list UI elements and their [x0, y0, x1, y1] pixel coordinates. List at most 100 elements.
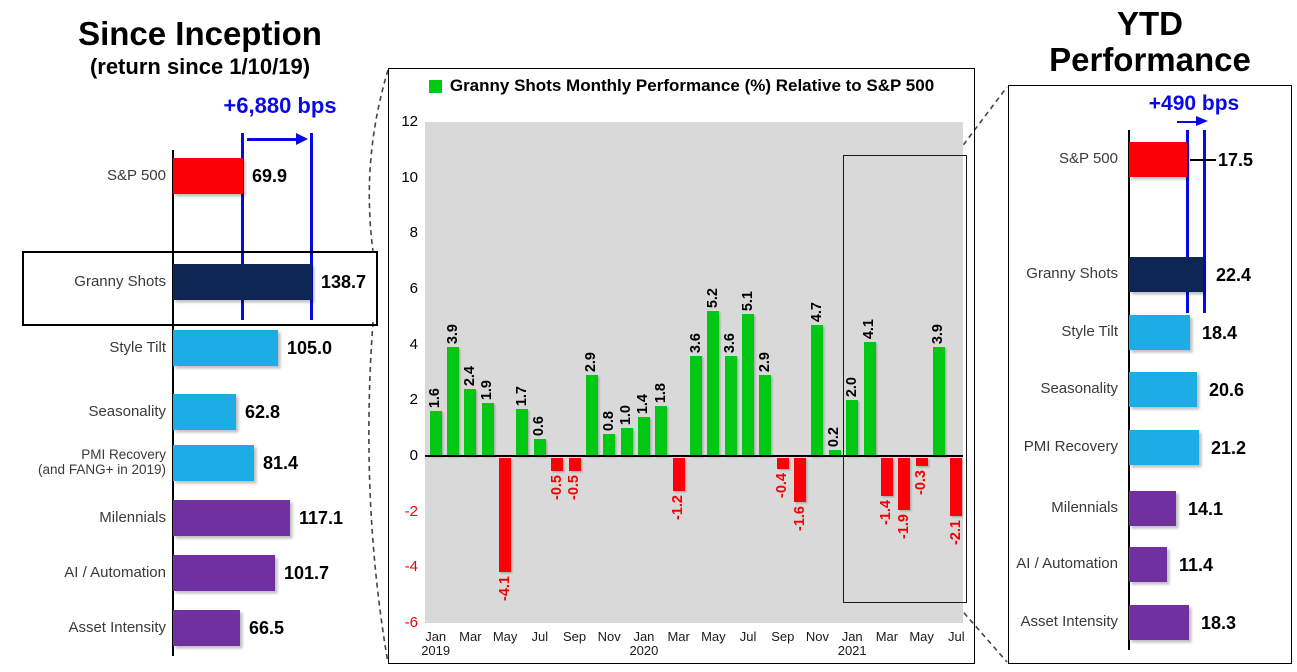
month-value-label-oct-2019: 2.9: [583, 352, 600, 373]
y-tick-8: 8: [409, 224, 418, 242]
ytd-bar-s-p-500: [1129, 142, 1187, 177]
x-tick-jul-2019: Jul: [531, 629, 549, 644]
month-bar-mar-2020: [672, 457, 685, 491]
value-label-pmi-recovery-and-fang-in-2019: 81.4: [263, 453, 299, 473]
ytd-title-line1: YTD: [1117, 5, 1183, 42]
ytd-bar-seasonality: [1129, 372, 1197, 407]
connector-left-top: [368, 69, 389, 252]
bar-ai-automation: [173, 555, 275, 591]
ytd-category-label-pmi-recovery: PMI Recovery: [1023, 438, 1118, 455]
x-tick-may-2019: May: [492, 629, 518, 644]
month-bar-jul-2020: [742, 314, 755, 456]
since-inception-spread-label: +6,880 bps: [223, 93, 337, 118]
month-bar-nov-2020: [811, 325, 824, 456]
month-value-label-feb-2019: 3.9: [444, 324, 461, 345]
month-value-label-nov-2019: 0.8: [600, 410, 617, 431]
month-bar-aug-2019: [551, 457, 564, 472]
x-tick-sep-2019: Sep: [562, 629, 587, 644]
month-value-label-jul-2019: 0.6: [531, 416, 548, 437]
month-bar-jan-2021: [846, 400, 859, 456]
value-label-style-tilt: 105.0: [287, 338, 333, 358]
y-tick-4: 4: [409, 335, 418, 353]
month-value-label-aug-2020: 2.9: [756, 352, 773, 373]
month-bar-jan-2020: [637, 417, 650, 456]
x-tick-jan-2021: Jan: [841, 629, 863, 644]
ytd-category-label-milennials: Milennials: [1051, 499, 1118, 516]
y-tick--2: -2: [404, 502, 418, 520]
month-bar-jun-2020: [724, 355, 737, 456]
month-bar-jun-2021: [932, 347, 945, 456]
month-value-label-apr-2020: 3.6: [687, 332, 704, 353]
ytd-bar-asset-intensity: [1129, 605, 1189, 640]
month-bar-oct-2019: [585, 375, 598, 456]
month-bar-dec-2020: [828, 450, 841, 456]
month-value-label-mar-2019: 2.4: [461, 366, 478, 387]
x-tick-jan-2020: Jan: [633, 629, 655, 644]
month-value-label-sep-2020: -0.4: [774, 472, 791, 498]
x-tick-year-2021: 2021: [837, 643, 867, 658]
month-bar-dec-2019: [620, 428, 633, 456]
x-tick-mar-2020: Mar: [667, 629, 690, 644]
y-tick-12: 12: [401, 113, 418, 130]
month-bar-feb-2019: [447, 347, 460, 456]
x-tick-year-2020: 2020: [629, 643, 659, 658]
since-inception-subtitle: (return since 1/10/19): [89, 54, 311, 79]
monthly-chart-frame: [388, 68, 975, 664]
x-tick-mar-2021: Mar: [875, 629, 899, 644]
month-value-label-aug-2019: -0.5: [548, 475, 565, 501]
ytd-sp500-leader-line: [1190, 159, 1216, 161]
x-tick-nov-2020: Nov: [805, 629, 830, 644]
bar-granny-shots: [173, 264, 312, 300]
month-bar-feb-2021: [863, 341, 876, 456]
month-bar-sep-2020: [776, 457, 789, 469]
ytd-value-label-pmi-recovery: 21.2: [1211, 438, 1247, 458]
month-bar-sep-2019: [568, 457, 581, 472]
value-label-seasonality: 62.8: [245, 402, 281, 422]
month-bar-mar-2021: [880, 457, 893, 497]
si-axis-line: [172, 150, 174, 656]
ytd-panel-box: [1008, 85, 1292, 664]
month-bar-may-2019: [499, 457, 512, 572]
bar-s-p-500: [173, 158, 243, 194]
ytd-marker-line-sp500: [1186, 130, 1189, 313]
value-label-ai-automation: 101.7: [284, 563, 330, 583]
bar-milennials: [173, 500, 290, 536]
month-bar-feb-2020: [655, 405, 668, 456]
month-value-label-dec-2020: 0.2: [826, 427, 843, 448]
highlight-box-2021: [843, 155, 967, 603]
category-label-style-tilt: Style Tilt: [109, 339, 166, 356]
ytd-category-label-asset-intensity: Asset Intensity: [1020, 613, 1118, 630]
ytd-category-label-seasonality: Seasonality: [1040, 380, 1118, 397]
ytd-marker-line-granny: [1203, 130, 1206, 313]
ytd-value-label-asset-intensity: 18.3: [1201, 613, 1237, 633]
month-value-label-jan-2019: 1.6: [427, 388, 444, 409]
x-tick-year-2019: 2019: [421, 643, 451, 658]
month-value-label-jan-2020: 1.4: [635, 393, 652, 415]
ytd-bar-style-tilt: [1129, 315, 1190, 350]
since-inception-title: Since Inception: [78, 15, 322, 52]
month-value-label-apr-2019: 1.9: [479, 379, 496, 401]
ytd-category-label-granny-shots: Granny Shots: [1026, 265, 1118, 282]
month-value-label-may-2020: 5.2: [704, 288, 721, 309]
connector-left-bottom: [368, 321, 389, 664]
month-value-label-nov-2020: 4.7: [808, 302, 825, 323]
ytd-value-label-granny-shots: 22.4: [1216, 265, 1252, 285]
month-value-label-jul-2020: 5.1: [739, 290, 756, 312]
month-value-label-mar-2020: -1.2: [670, 494, 687, 520]
y-tick--6: -6: [404, 614, 418, 631]
month-bar-apr-2019: [481, 403, 494, 456]
category-label-seasonality: Seasonality: [88, 403, 166, 420]
x-tick-may-2021: May: [909, 629, 934, 644]
ytd-value-label-seasonality: 20.6: [1209, 380, 1245, 400]
y-tick-2: 2: [409, 391, 418, 409]
bar-asset-intensity: [173, 610, 240, 646]
month-bar-aug-2020: [759, 375, 772, 456]
category-label-granny-shots: Granny Shots: [74, 273, 166, 290]
month-bar-may-2021: [915, 457, 928, 466]
ytd-axis-line: [1128, 130, 1130, 650]
value-label-asset-intensity: 66.5: [249, 618, 285, 638]
month-bar-may-2020: [707, 311, 720, 456]
ytd-spread-arrow-head: [1196, 115, 1208, 126]
bar-style-tilt: [173, 330, 278, 366]
x-tick-jan-2019: Jan: [425, 629, 447, 644]
